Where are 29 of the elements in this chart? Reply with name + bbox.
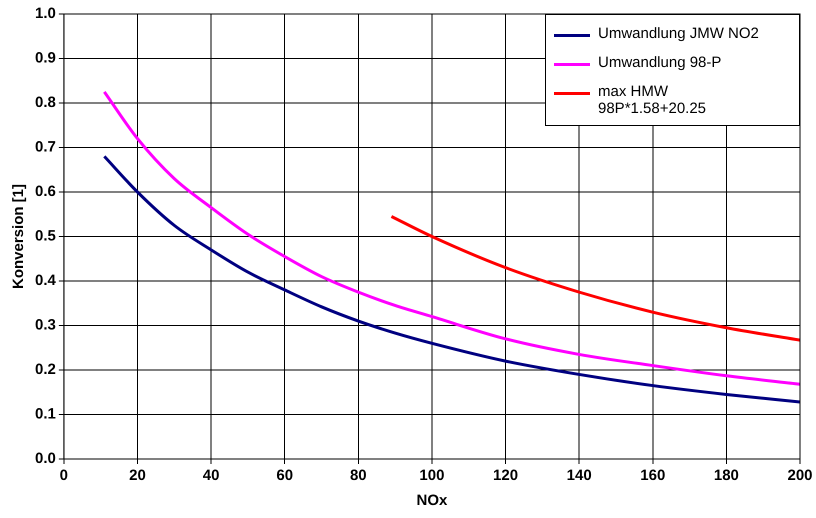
x-tick-label: 80 <box>350 467 367 484</box>
line-series <box>390 214 800 342</box>
x-tick-label: 180 <box>714 467 739 484</box>
x-tick-label: 200 <box>787 467 813 484</box>
legend-label: max HMW 98P*1.58+20.25 <box>598 83 708 117</box>
legend-label: Umwandlung JMW NO2 <box>598 25 759 42</box>
y-tick-label: 0.1 <box>34 406 56 423</box>
x-tick-label: 140 <box>566 467 592 484</box>
y-tick-label: 0.4 <box>34 272 56 290</box>
x-tick-label: 60 <box>276 467 294 484</box>
y-tick-label: 0.9 <box>34 50 56 67</box>
line-series <box>102 154 800 404</box>
y-tick-label: 0.8 <box>34 94 56 112</box>
y-tick-label: 1.0 <box>34 5 56 22</box>
x-tick-label: 100 <box>419 467 444 484</box>
y-tick-label: 0.5 <box>34 228 56 245</box>
y-tick-label: 0.6 <box>34 183 56 200</box>
y-tick-label: 0.3 <box>34 316 56 334</box>
x-tick-label: 40 <box>202 467 220 484</box>
y-axis-title: Konversion [1] <box>10 184 28 290</box>
x-tick-label: 0 <box>60 467 68 484</box>
x-axis-title: NOx <box>416 492 448 510</box>
x-tick-label: 120 <box>493 467 518 484</box>
x-tick-label: 20 <box>129 467 146 484</box>
y-tick-label: 0.2 <box>34 361 56 378</box>
y-tick-label: 0.0 <box>34 450 56 468</box>
legend-label: Umwandlung 98-P <box>598 54 722 71</box>
y-tick-label: 0.7 <box>34 138 56 156</box>
x-tick-label: 160 <box>640 467 666 484</box>
